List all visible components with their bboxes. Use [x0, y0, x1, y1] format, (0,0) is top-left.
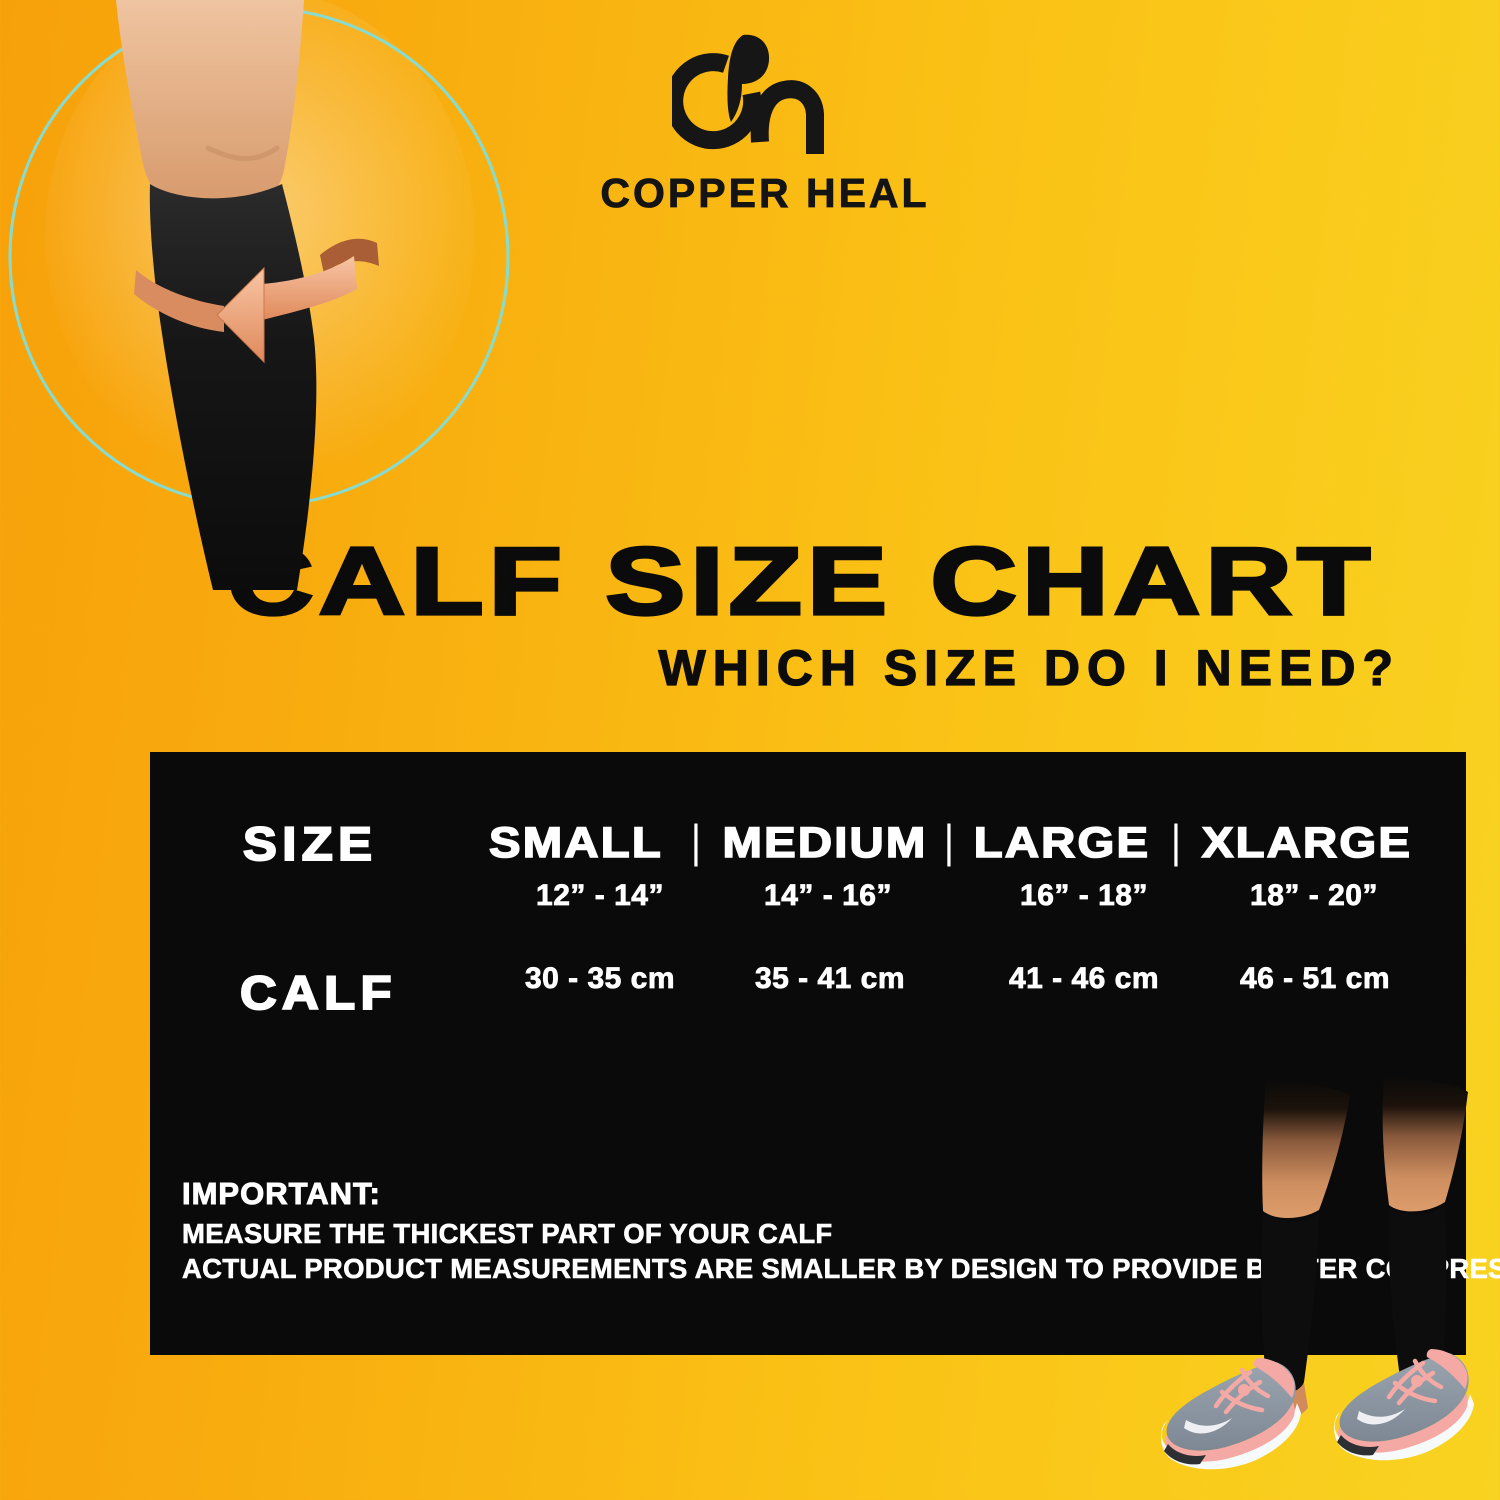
calf-measurement-illustration — [8, 0, 510, 590]
knee-skin — [116, 0, 304, 205]
logo-stem — [727, 34, 770, 122]
cm-xlarge: 46 - 51 cm — [1239, 962, 1391, 996]
page-subtitle: WHICH SIZE DO I NEED? — [658, 640, 1400, 696]
column-divider: | — [943, 815, 955, 867]
important-note-line2: ACTUAL PRODUCT MEASUREMENTS ARE SMALLER … — [182, 1253, 1500, 1285]
copper-heal-logo-icon — [672, 34, 824, 154]
right-calf-sleeve — [1388, 1204, 1447, 1386]
important-heading: IMPORTANT: — [182, 1176, 381, 1212]
copper-band-back — [320, 238, 379, 274]
size-col-small: SMALL — [488, 818, 663, 868]
logo-h-arch — [750, 80, 824, 154]
column-divider: | — [690, 815, 702, 867]
calf-row-label: CALF — [239, 965, 397, 1020]
cm-small: 30 - 35 cm — [524, 962, 676, 996]
logo-c-arc — [672, 53, 762, 150]
left-sneaker — [1161, 1358, 1301, 1469]
runner-legs-illustration — [1128, 1076, 1500, 1500]
copper-band-left — [134, 270, 224, 332]
right-thigh — [1382, 1076, 1468, 1212]
inches-xlarge: 18” - 20” — [1250, 879, 1378, 913]
left-calf-sleeve — [1260, 1212, 1319, 1398]
copper-band-front — [262, 256, 357, 320]
size-col-xlarge: XLARGE — [1201, 818, 1413, 868]
page-title: CALF SIZE CHART — [225, 528, 1376, 635]
inches-large: 16” - 18” — [1020, 879, 1148, 913]
left-thigh — [1262, 1078, 1350, 1218]
column-divider: | — [1170, 815, 1182, 867]
brand-name: COPPER HEAL — [600, 170, 930, 217]
important-note-line1: MEASURE THE THICKEST PART OF YOUR CALF — [182, 1218, 833, 1250]
cm-medium: 35 - 41 cm — [754, 962, 906, 996]
size-row-label: SIZE — [242, 816, 378, 871]
cm-large: 41 - 46 cm — [1008, 962, 1160, 996]
measure-arrow-icon — [216, 266, 265, 364]
inches-small: 12” - 14” — [536, 879, 664, 913]
size-col-medium: MEDIUM — [722, 818, 928, 868]
knee-crease — [205, 145, 280, 161]
size-col-large: LARGE — [973, 818, 1151, 868]
calf-sleeve — [149, 184, 317, 590]
size-chart-panel: SIZE SMALL | MEDIUM | LARGE | XLARGE 12”… — [150, 752, 1500, 1355]
inches-medium: 14” - 16” — [764, 879, 892, 913]
